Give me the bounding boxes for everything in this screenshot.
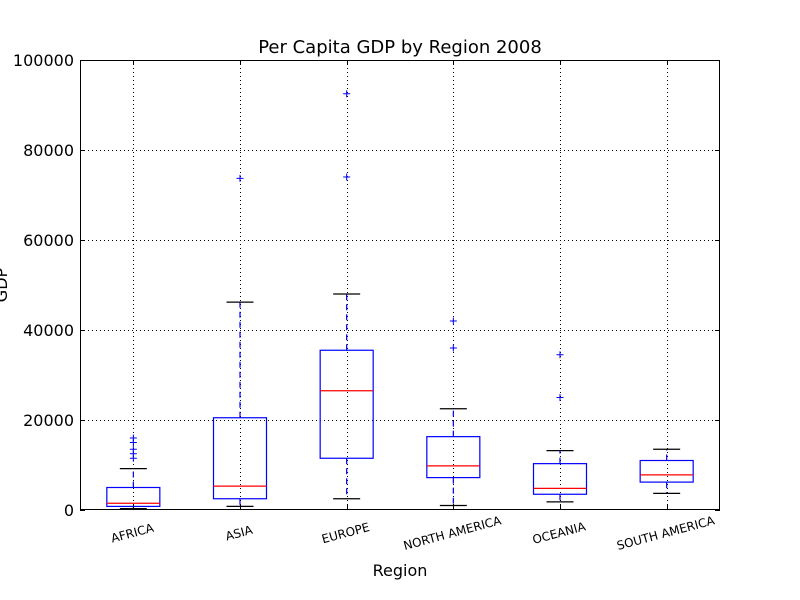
iqr-box	[640, 461, 693, 483]
grid-lines	[80, 60, 720, 510]
axes: 0 20000 40000 60000 80000 100000 AFRICA ASIA EUR…	[13, 51, 720, 553]
y-tick-label: 100000	[13, 51, 74, 70]
y-tick-label: 20000	[23, 411, 74, 430]
y-tick-label: 80000	[23, 141, 74, 160]
y-tick-label: 40000	[23, 321, 74, 340]
x-tick-label: AFRICA	[109, 521, 155, 546]
x-axis-label: Region	[373, 561, 428, 580]
plot-frame	[81, 61, 720, 510]
x-tick-label: NORTH AMERICA	[402, 513, 504, 553]
box-oceania	[534, 351, 587, 502]
outlier-point	[130, 435, 137, 442]
outlier-point	[130, 446, 137, 453]
y-axis-label: GDP	[0, 267, 11, 302]
y-tick-label: 60000	[23, 231, 74, 250]
outlier-point	[557, 394, 564, 401]
box-africa	[107, 435, 160, 509]
iqr-box	[427, 437, 480, 478]
box-series	[107, 90, 693, 508]
iqr-box	[320, 350, 373, 458]
outlier-point	[450, 345, 457, 352]
outlier-point	[450, 318, 457, 325]
box-europe	[320, 90, 373, 499]
y-tick-label: 0	[64, 501, 74, 520]
outlier-point	[343, 90, 350, 97]
x-tick-label: EUROPE	[320, 520, 371, 546]
x-tick-label: OCEANIA	[531, 519, 588, 547]
x-tick-label: ASIA	[224, 523, 255, 544]
outlier-point	[557, 351, 564, 358]
chart-title: Per Capita GDP by Region 2008	[258, 37, 542, 58]
x-tick-label: SOUTH AMERICA	[615, 513, 717, 553]
box-south-america	[640, 449, 693, 493]
box-north-america	[427, 318, 480, 506]
outlier-point	[343, 174, 350, 181]
outlier-point	[237, 175, 244, 182]
